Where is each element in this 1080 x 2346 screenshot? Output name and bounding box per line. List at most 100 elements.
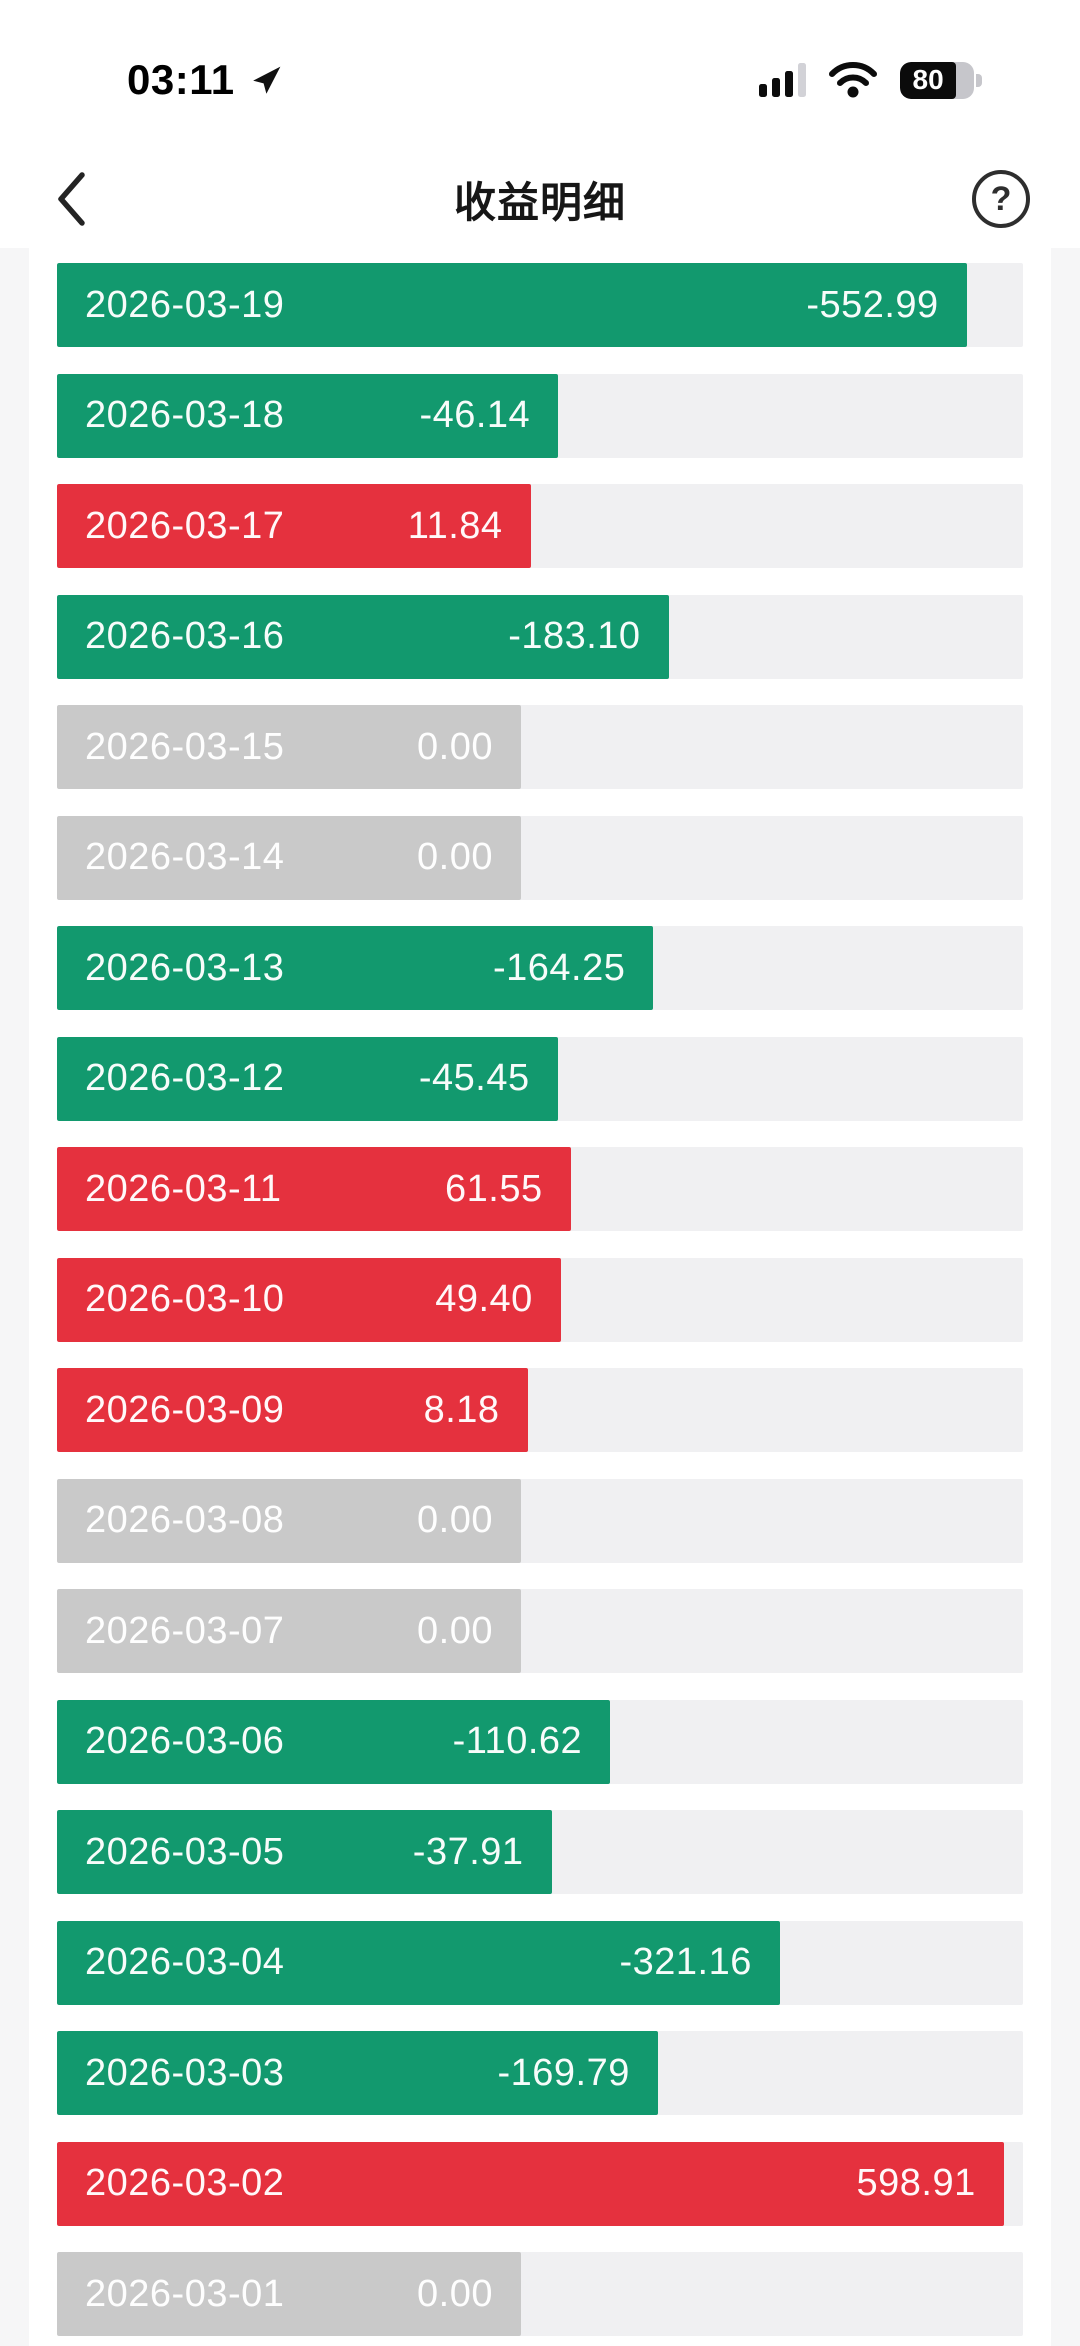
bar-value: -46.14 <box>419 394 531 436</box>
battery-percent: 80 <box>900 61 957 99</box>
bar-track: 2026-03-06 -110.62 <box>57 1699 1023 1784</box>
status-bar: 03:11 80 <box>0 0 1080 150</box>
bar-row[interactable]: 2026-03-17 11.84 <box>57 484 1023 568</box>
bar-track: 2026-03-07 0.00 <box>57 1589 1023 1673</box>
bar-track: 2026-03-09 8.18 <box>57 1368 1023 1452</box>
help-button[interactable]: ? <box>972 170 1030 228</box>
chevron-left-icon <box>58 172 85 226</box>
navigation-header: 收益明细 ? <box>0 150 1080 248</box>
bar-row[interactable]: 2026-03-19 -552.99 <box>57 263 1023 347</box>
bar: 2026-03-09 8.18 <box>57 1368 528 1452</box>
bar-date: 2026-03-03 <box>85 2051 285 2094</box>
bar-value: -552.99 <box>806 283 939 326</box>
bar-value: -37.91 <box>412 1830 524 1873</box>
bar-row[interactable]: 2026-03-02 598.91 <box>57 2141 1023 2226</box>
bar: 2026-03-01 0.00 <box>57 2252 521 2336</box>
bar-row[interactable]: 2026-03-14 0.00 <box>57 815 1023 900</box>
location-arrow-icon <box>251 64 283 96</box>
bar-row[interactable]: 2026-03-07 0.00 <box>57 1589 1023 1673</box>
bar-date: 2026-03-09 <box>85 1388 285 1431</box>
bar-track: 2026-03-13 -164.25 <box>57 926 1023 1010</box>
bar-track: 2026-03-18 -46.14 <box>57 373 1023 458</box>
bar-row[interactable]: 2026-03-13 -164.25 <box>57 926 1023 1010</box>
bar-row[interactable]: 2026-03-08 0.00 <box>57 1478 1023 1563</box>
bar-value: -164.25 <box>492 946 626 989</box>
bar-track: 2026-03-01 0.00 <box>57 2252 1023 2336</box>
clock-time: 03:11 <box>127 56 235 103</box>
bar-track: 2026-03-12 -45.45 <box>57 1036 1023 1121</box>
bar-value: -321.16 <box>619 1941 752 1983</box>
bar-value: -110.62 <box>452 1720 583 1762</box>
bar-date: 2026-03-10 <box>85 1278 285 1320</box>
bar: 2026-03-11 61.55 <box>57 1147 571 1231</box>
bar-date: 2026-03-19 <box>85 283 285 326</box>
status-right: 80 <box>759 61 982 99</box>
bar-date: 2026-03-15 <box>85 725 285 768</box>
bar-track: 2026-03-11 61.55 <box>57 1147 1023 1231</box>
bar-date: 2026-03-07 <box>85 1609 285 1652</box>
bar-value: 0.00 <box>417 2272 493 2315</box>
bar-value: 49.40 <box>435 1278 533 1320</box>
bar-row[interactable]: 2026-03-01 0.00 <box>57 2252 1023 2336</box>
bar-date: 2026-03-02 <box>85 2162 285 2204</box>
bar-track: 2026-03-05 -37.91 <box>57 1810 1023 1894</box>
bar: 2026-03-06 -110.62 <box>57 1699 611 1784</box>
bar: 2026-03-15 0.00 <box>57 705 521 789</box>
bar-value: 0.00 <box>417 1499 493 1541</box>
bar-track: 2026-03-15 0.00 <box>57 705 1023 789</box>
bar-list: 2026-03-19 -552.99 2026-03-18 -46.14 202… <box>29 248 1051 2346</box>
bar: 2026-03-02 598.91 <box>57 2141 1004 2226</box>
bar-date: 2026-03-08 <box>85 1499 285 1541</box>
bar-date: 2026-03-04 <box>85 1941 285 1983</box>
bar-row[interactable]: 2026-03-03 -169.79 <box>57 2031 1023 2115</box>
bar-track: 2026-03-02 598.91 <box>57 2141 1023 2226</box>
bar-value: -45.45 <box>418 1057 530 1099</box>
cellular-signal-icon <box>759 63 806 97</box>
bar-row[interactable]: 2026-03-18 -46.14 <box>57 373 1023 458</box>
wifi-icon <box>828 61 878 99</box>
bar: 2026-03-05 -37.91 <box>57 1810 552 1894</box>
bar-row[interactable]: 2026-03-04 -321.16 <box>57 1920 1023 2005</box>
battery-icon: 80 <box>900 61 982 99</box>
bar-value: 8.18 <box>423 1388 500 1431</box>
bar: 2026-03-16 -183.10 <box>57 594 669 679</box>
bar-date: 2026-03-16 <box>85 615 285 657</box>
bar-track: 2026-03-10 49.40 <box>57 1257 1023 1342</box>
bar: 2026-03-17 11.84 <box>57 484 531 568</box>
bar-row[interactable]: 2026-03-06 -110.62 <box>57 1699 1023 1784</box>
bar-value: 11.84 <box>407 504 503 547</box>
bar-date: 2026-03-18 <box>85 394 285 436</box>
bar: 2026-03-13 -164.25 <box>57 926 654 1010</box>
back-button[interactable] <box>52 169 92 229</box>
bar: 2026-03-03 -169.79 <box>57 2031 658 2115</box>
bar-date: 2026-03-05 <box>85 1830 285 1873</box>
bar: 2026-03-10 49.40 <box>57 1257 561 1342</box>
bar-row[interactable]: 2026-03-11 61.55 <box>57 1147 1023 1231</box>
bar-value: 0.00 <box>417 1609 493 1652</box>
bar-row[interactable]: 2026-03-09 8.18 <box>57 1368 1023 1452</box>
bar-value: 61.55 <box>445 1167 543 1210</box>
bar-row[interactable]: 2026-03-12 -45.45 <box>57 1036 1023 1121</box>
page-title: 收益明细 <box>453 178 626 226</box>
question-mark-icon: ? <box>990 179 1012 218</box>
bar-track: 2026-03-14 0.00 <box>57 815 1023 900</box>
bar: 2026-03-04 -321.16 <box>57 1920 780 2005</box>
bar-row[interactable]: 2026-03-05 -37.91 <box>57 1810 1023 1894</box>
bar-value: 0.00 <box>417 725 493 768</box>
bar-track: 2026-03-08 0.00 <box>57 1478 1023 1563</box>
bar-track: 2026-03-16 -183.10 <box>57 594 1023 679</box>
bar-row[interactable]: 2026-03-10 49.40 <box>57 1257 1023 1342</box>
bar-value: 0.00 <box>417 836 493 878</box>
bar-row[interactable]: 2026-03-16 -183.10 <box>57 594 1023 679</box>
status-left: 03:11 <box>127 56 283 104</box>
bar-date: 2026-03-06 <box>85 1720 285 1762</box>
bar-value: -183.10 <box>508 615 641 657</box>
bar-date: 2026-03-14 <box>85 836 285 878</box>
bar-value: -169.79 <box>497 2051 630 2094</box>
bar-track: 2026-03-04 -321.16 <box>57 1920 1023 2005</box>
bar: 2026-03-12 -45.45 <box>57 1036 558 1121</box>
bar: 2026-03-19 -552.99 <box>57 263 967 347</box>
bar-row[interactable]: 2026-03-15 0.00 <box>57 705 1023 789</box>
bar-date: 2026-03-11 <box>85 1167 282 1210</box>
